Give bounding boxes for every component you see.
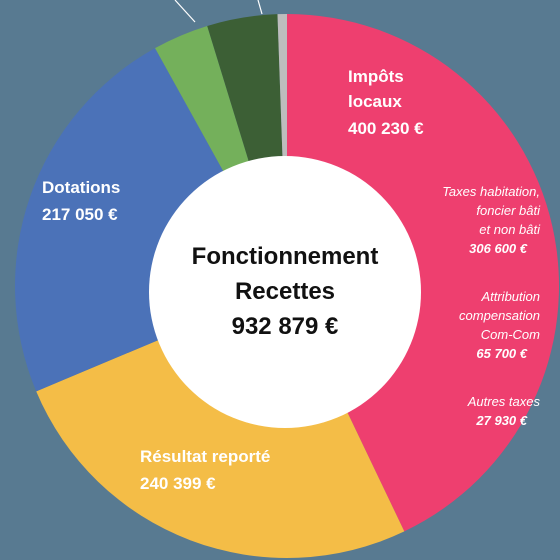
breakdown-label: Autres taxes xyxy=(467,394,541,409)
breakdown-label: Attribution xyxy=(480,289,540,304)
breakdown-label: compensation xyxy=(459,308,540,323)
center-text: Fonctionnement xyxy=(192,243,379,270)
breakdown-value: 27 930 € xyxy=(475,413,527,428)
callout-line xyxy=(174,0,196,23)
center-text: 932 879 € xyxy=(232,313,339,340)
breakdown-label: Com-Com xyxy=(481,327,540,342)
labels: Impôts locaux 400 230 € Résultat reporté 240… xyxy=(42,67,541,493)
donut-hole xyxy=(149,156,421,428)
slice-label: Résultat reporté xyxy=(140,447,270,466)
callout-line xyxy=(257,0,263,15)
breakdown-value: 65 700 € xyxy=(476,346,527,361)
slice-value: 217 050 € xyxy=(42,205,118,224)
slice-label: Impôts locaux xyxy=(348,67,404,111)
breakdown-value: 306 600 € xyxy=(469,241,528,256)
slice-label: Dotations xyxy=(42,178,120,197)
breakdown-label: et non bâti xyxy=(479,222,541,237)
breakdown-label: foncier bâti xyxy=(476,203,541,218)
slice-value: 400 230 € xyxy=(348,119,424,138)
breakdown-label: Taxes habitation, xyxy=(442,184,540,199)
slice-value: 240 399 € xyxy=(140,474,216,493)
center-text: Recettes xyxy=(235,278,335,305)
